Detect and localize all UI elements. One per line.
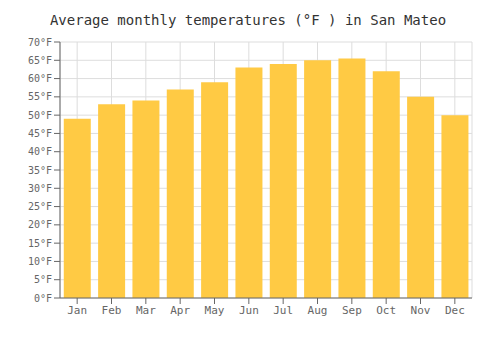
svg-text:Mar: Mar [136,304,156,317]
svg-text:Dec: Dec [445,304,465,317]
svg-text:50°F: 50°F [28,110,52,121]
svg-text:40°F: 40°F [28,146,52,157]
svg-text:Jun: Jun [239,304,259,317]
svg-text:Feb: Feb [102,304,122,317]
svg-text:Jul: Jul [273,304,293,317]
svg-text:Aug: Aug [308,304,328,317]
svg-text:25°F: 25°F [28,201,52,212]
svg-text:Apr: Apr [170,304,190,317]
svg-text:55°F: 55°F [28,91,52,102]
svg-text:Nov: Nov [411,304,431,317]
svg-text:30°F: 30°F [28,183,52,194]
svg-text:45°F: 45°F [28,128,52,139]
svg-text:5°F: 5°F [34,274,52,285]
svg-text:35°F: 35°F [28,165,52,176]
html-text:Average monthly temperatures (: Average monthly temperatures (°F ) in Sa… [49,12,447,28]
svg-text:0°F: 0°F [34,293,52,304]
svg-text:65°F: 65°F [28,55,52,66]
svg-text:Jan: Jan [67,304,87,317]
svg-text:May: May [205,304,225,317]
svg-text:Oct: Oct [376,304,396,317]
svg-text:60°F: 60°F [28,73,52,84]
svg-text:Sep: Sep [342,304,362,317]
svg-text:10°F: 10°F [28,256,52,267]
svg-text:20°F: 20°F [28,219,52,230]
svg-text:70°F: 70°F [28,37,52,48]
svg-text:15°F: 15°F [28,238,52,249]
